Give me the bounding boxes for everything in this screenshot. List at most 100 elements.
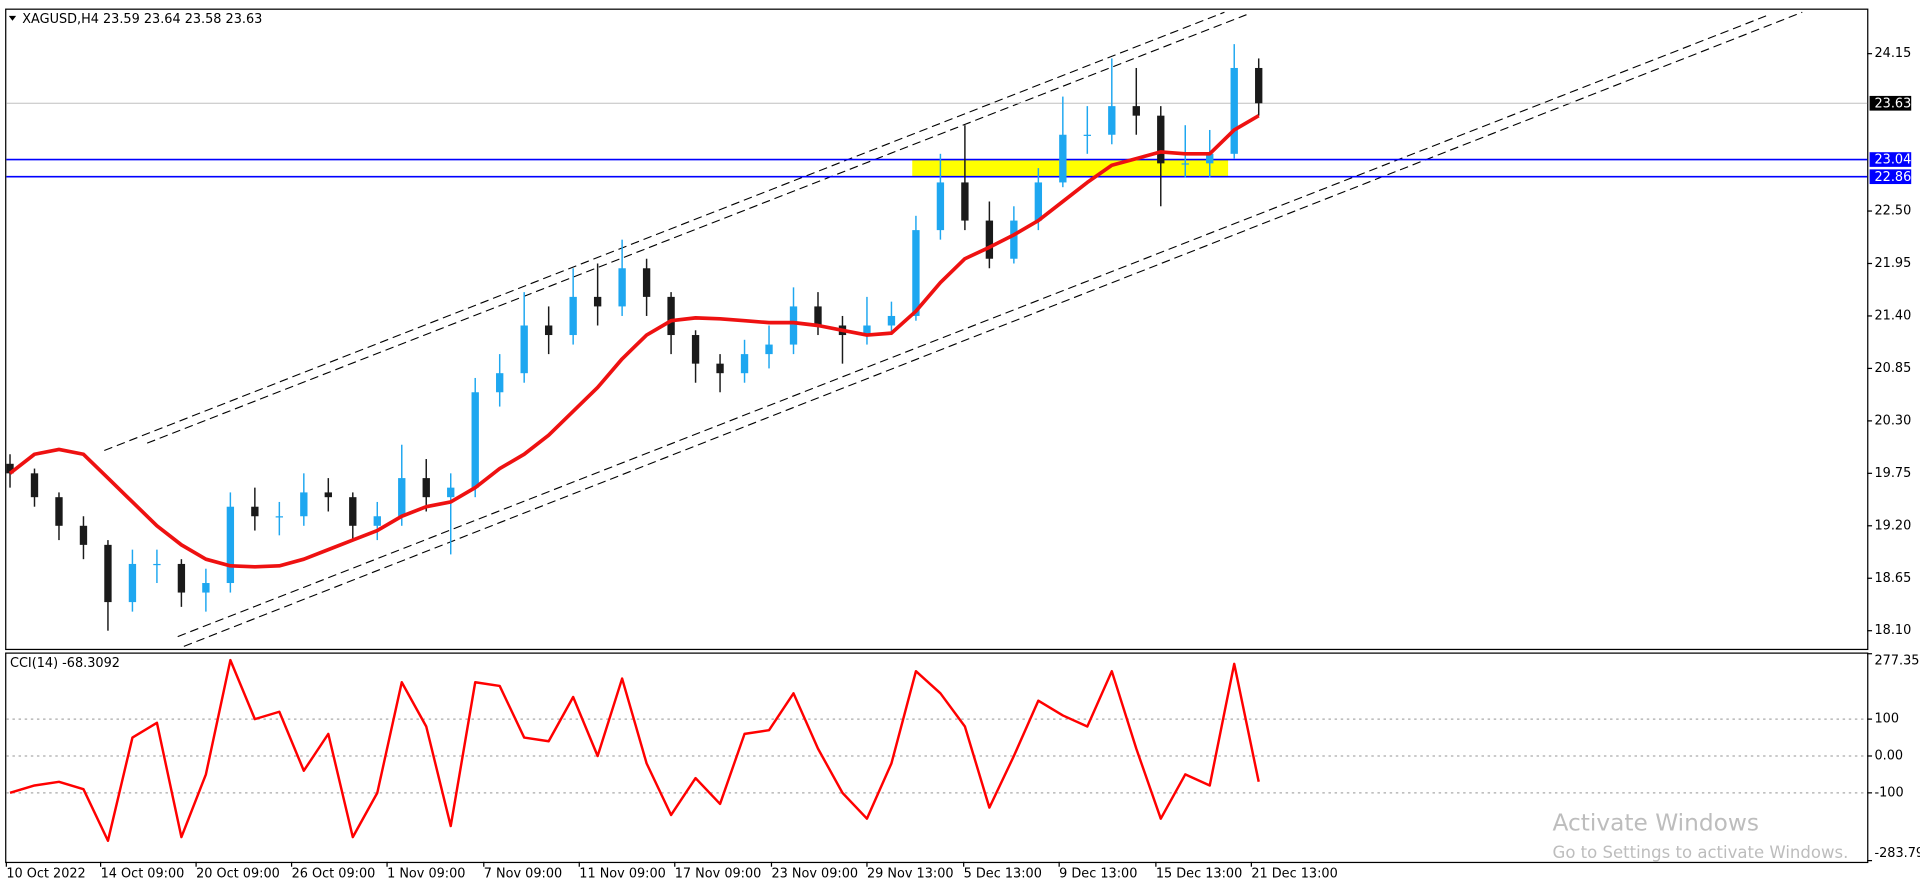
x-tick-label: 23 Nov 09:00: [771, 867, 858, 882]
channel-line: [183, 11, 1803, 647]
price-label: 22.86: [1874, 170, 1911, 185]
x-tick-label: 15 Dec 13:00: [1156, 867, 1242, 882]
x-tick-label: 5 Dec 13:00: [964, 867, 1042, 882]
candle-body: [593, 296, 602, 307]
candle-body: [1083, 134, 1091, 136]
candle-body: [373, 516, 381, 526]
price-label-box: [1869, 152, 1912, 167]
channel-line: [146, 14, 1247, 444]
candle-body: [79, 525, 88, 545]
candle-body: [104, 544, 112, 603]
candle-body: [740, 354, 749, 374]
y-tick-label: 19.75: [1874, 466, 1911, 481]
candle-body: [1181, 163, 1189, 165]
candle-body: [202, 583, 210, 593]
x-tick-label: 14 Oct 09:00: [101, 867, 185, 882]
candle-body: [716, 363, 724, 374]
candle-body: [887, 315, 896, 326]
x-tick-label: 10 Oct 2022: [6, 867, 85, 882]
y-tick-label: 277.357: [1874, 654, 1920, 669]
candle-body: [447, 487, 455, 498]
candle-body: [55, 497, 63, 526]
y-tick-label: 18.10: [1874, 623, 1911, 638]
candle-body: [1157, 115, 1165, 164]
y-tick-label: 0.00: [1874, 748, 1903, 763]
y-tick-label: 100: [1874, 712, 1899, 727]
candle-body: [275, 516, 284, 518]
candle-body: [30, 473, 39, 498]
y-tick-label: 20.85: [1874, 361, 1911, 376]
candle-body: [1010, 220, 1018, 259]
x-tick-label: 21 Dec 13:00: [1251, 867, 1337, 882]
support-zone: [912, 159, 1229, 177]
candle-body: [961, 182, 969, 221]
candle-body: [1230, 67, 1238, 154]
candle-body: [520, 325, 528, 374]
y-tick-label: 18.65: [1874, 571, 1911, 586]
channel-line: [104, 11, 1225, 452]
cci-line: [9, 658, 1260, 843]
candle-body: [128, 563, 137, 603]
y-tick-label: 21.40: [1874, 308, 1911, 323]
candle-body: [471, 392, 479, 488]
candle-body: [544, 325, 553, 336]
x-tick-label: 9 Dec 13:00: [1059, 867, 1137, 882]
candle-body: [496, 373, 504, 393]
candle-body: [765, 344, 773, 355]
candle-body: [1206, 153, 1214, 164]
x-tick-label: 26 Oct 09:00: [292, 867, 376, 882]
price-label: 23.04: [1874, 153, 1911, 168]
channel-line: [177, 14, 1770, 638]
zone-layer: [912, 159, 1229, 177]
candle-body: [912, 230, 920, 316]
candle-body: [642, 268, 651, 297]
cci-title: CCI(14) -68.3092: [10, 656, 120, 671]
candle-body: [1034, 182, 1043, 221]
y-tick-label: 20.30: [1874, 413, 1911, 428]
moving-average: [8, 114, 1260, 569]
candle-body: [177, 563, 186, 593]
candle-body: [153, 563, 161, 566]
candle-body: [936, 182, 945, 231]
header-arrow: [8, 15, 17, 21]
candle-body: [667, 296, 675, 336]
candle-body: [349, 497, 357, 526]
cci-panel-frame: [5, 652, 1869, 864]
candle-body: [422, 478, 430, 498]
candle-body: [691, 335, 700, 364]
x-tick-label: 20 Oct 09:00: [196, 867, 280, 882]
y-tick-label: 19.20: [1874, 518, 1911, 533]
x-tick-label: 7 Nov 09:00: [484, 867, 562, 882]
y-tick-label: -100: [1874, 785, 1903, 800]
candle-body: [569, 296, 577, 336]
price-panel-frame: [5, 8, 1869, 651]
candle-body: [863, 325, 871, 336]
candle-body: [398, 478, 406, 517]
x-tick-label: 11 Nov 09:00: [579, 867, 666, 882]
candle-body: [789, 306, 798, 345]
y-tick-label: 22.50: [1874, 204, 1911, 219]
candle-body: [300, 492, 308, 517]
y-tick-label: -283.796: [1874, 846, 1920, 861]
candle-body: [985, 220, 994, 259]
candle-body: [814, 306, 822, 326]
y-tick-label: 21.95: [1874, 256, 1911, 271]
candle-body: [226, 506, 235, 584]
candle-body: [1108, 106, 1116, 135]
candle-body: [251, 506, 259, 517]
candle-body: [1132, 106, 1140, 116]
y-tick-label: 24.15: [1874, 46, 1911, 61]
candle-body: [324, 492, 332, 498]
x-tick-label: 17 Nov 09:00: [675, 867, 762, 882]
channel-lines: [104, 11, 1803, 647]
watermark-subtitle: Go to Settings to activate Windows.: [1553, 843, 1849, 862]
chart-header: XAGUSD,H4 23.59 23.64 23.58 23.63: [22, 12, 262, 27]
candle-body: [6, 463, 14, 474]
price-label-box: [1869, 169, 1912, 185]
price-label-box: [1869, 95, 1912, 111]
watermark-title: Activate Windows: [1553, 809, 1759, 836]
x-tick-label: 1 Nov 09:00: [387, 867, 465, 882]
